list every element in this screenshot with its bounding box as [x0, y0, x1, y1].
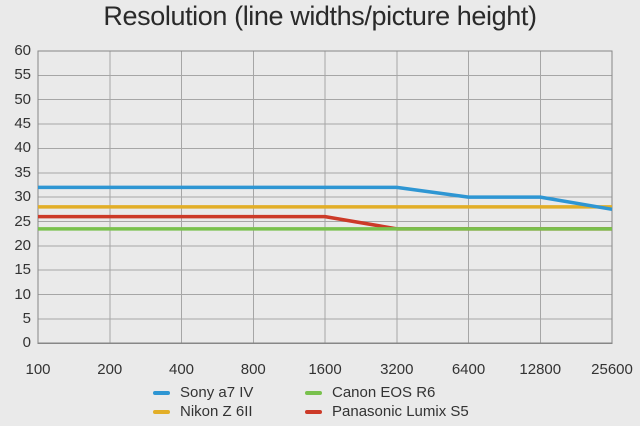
y-tick-label: 60: [14, 42, 31, 59]
x-tick-label: 25600: [591, 361, 633, 378]
legend-label-sony-a7-iv: Sony a7 IV: [180, 384, 254, 401]
legend-item-panasonic-lumix-s5: Panasonic Lumix S5: [305, 402, 469, 421]
y-tick-label: 45: [14, 115, 31, 133]
plot-border: [37, 50, 613, 344]
y-tick-label: 50: [14, 90, 31, 108]
legend-item-sony-a7-iv: Sony a7 IV: [153, 383, 305, 402]
x-tick-label: 800: [240, 361, 266, 378]
y-tick-label: 30: [14, 188, 31, 206]
legend-label-panasonic-lumix-s5: Panasonic Lumix S5: [332, 403, 469, 420]
x-tick-label: 12800: [519, 361, 562, 378]
y-tick-label: 25: [14, 212, 31, 230]
y-tick-label: 35: [14, 163, 31, 181]
x-tick-label: 100: [25, 361, 51, 378]
series-line-sony-a7-iv: [38, 185, 613, 212]
legend-swatch-canon-eos-r6: [305, 390, 322, 395]
y-tick-label: 40: [14, 139, 31, 157]
legend-item-canon-eos-r6: Canon EOS R6: [305, 383, 469, 402]
x-tick-label: 400: [168, 361, 195, 378]
legend-label-nikon-z-6ii: Nikon Z 6II: [180, 403, 253, 420]
y-tick-label: 5: [22, 309, 31, 327]
chart-title: Resolution (line widths/picture height): [103, 1, 537, 31]
legend: Sony a7 IV Nikon Z 6II Canon EOS R6 Pana…: [153, 383, 469, 421]
y-tick-label: 55: [14, 66, 31, 84]
x-tick-label: 6400: [451, 361, 486, 378]
legend-swatch-panasonic-lumix-s5: [305, 409, 322, 414]
x-tick-label: 3200: [380, 361, 414, 378]
y-tick-label: 15: [14, 261, 31, 279]
y-tick-label: 20: [14, 236, 31, 254]
x-tick-label: 1600: [308, 361, 342, 378]
legend-label-canon-eos-r6: Canon EOS R6: [332, 384, 436, 401]
legend-swatch-sony-a7-iv: [153, 390, 170, 395]
legend-swatch-nikon-z-6ii: [153, 409, 170, 414]
y-tick-label: 10: [14, 285, 31, 303]
x-tick-label: 200: [97, 361, 123, 378]
y-tick-label: 0: [22, 334, 31, 352]
legend-item-nikon-z-6ii: Nikon Z 6II: [153, 402, 305, 421]
